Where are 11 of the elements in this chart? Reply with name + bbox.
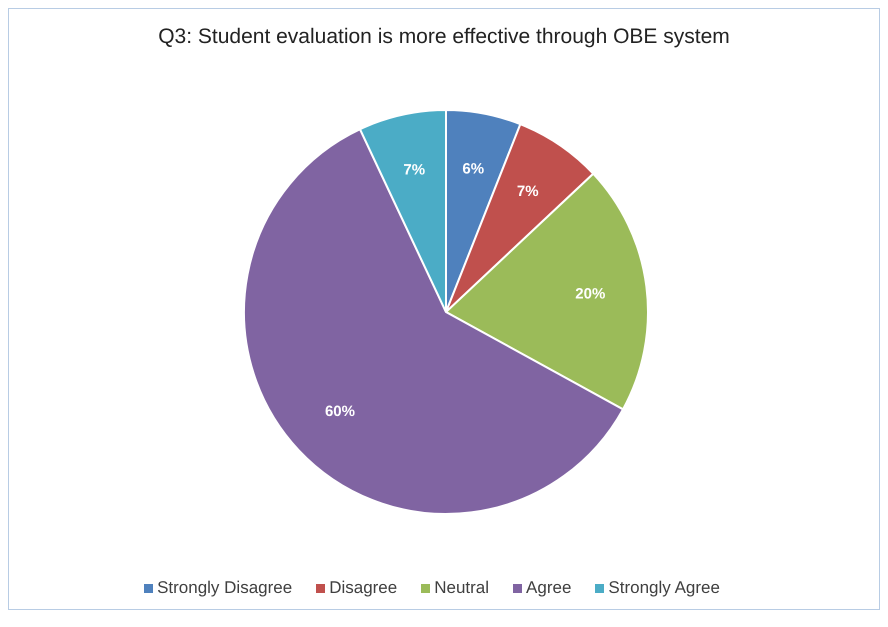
legend-label: Neutral: [434, 578, 490, 597]
legend-label: Strongly Agree: [608, 578, 720, 597]
legend-label: Disagree: [329, 578, 398, 597]
data-label: 7%: [516, 183, 539, 200]
data-label: 20%: [575, 285, 606, 302]
chart-title: Q3: Student evaluation is more effective through OBE system: [157, 24, 731, 50]
data-label: 60%: [324, 403, 355, 420]
legend-label: Strongly Disagree: [157, 578, 292, 597]
data-label: 6%: [462, 160, 484, 178]
legend-label: Agree: [526, 578, 572, 597]
data-label: 7%: [403, 162, 426, 179]
